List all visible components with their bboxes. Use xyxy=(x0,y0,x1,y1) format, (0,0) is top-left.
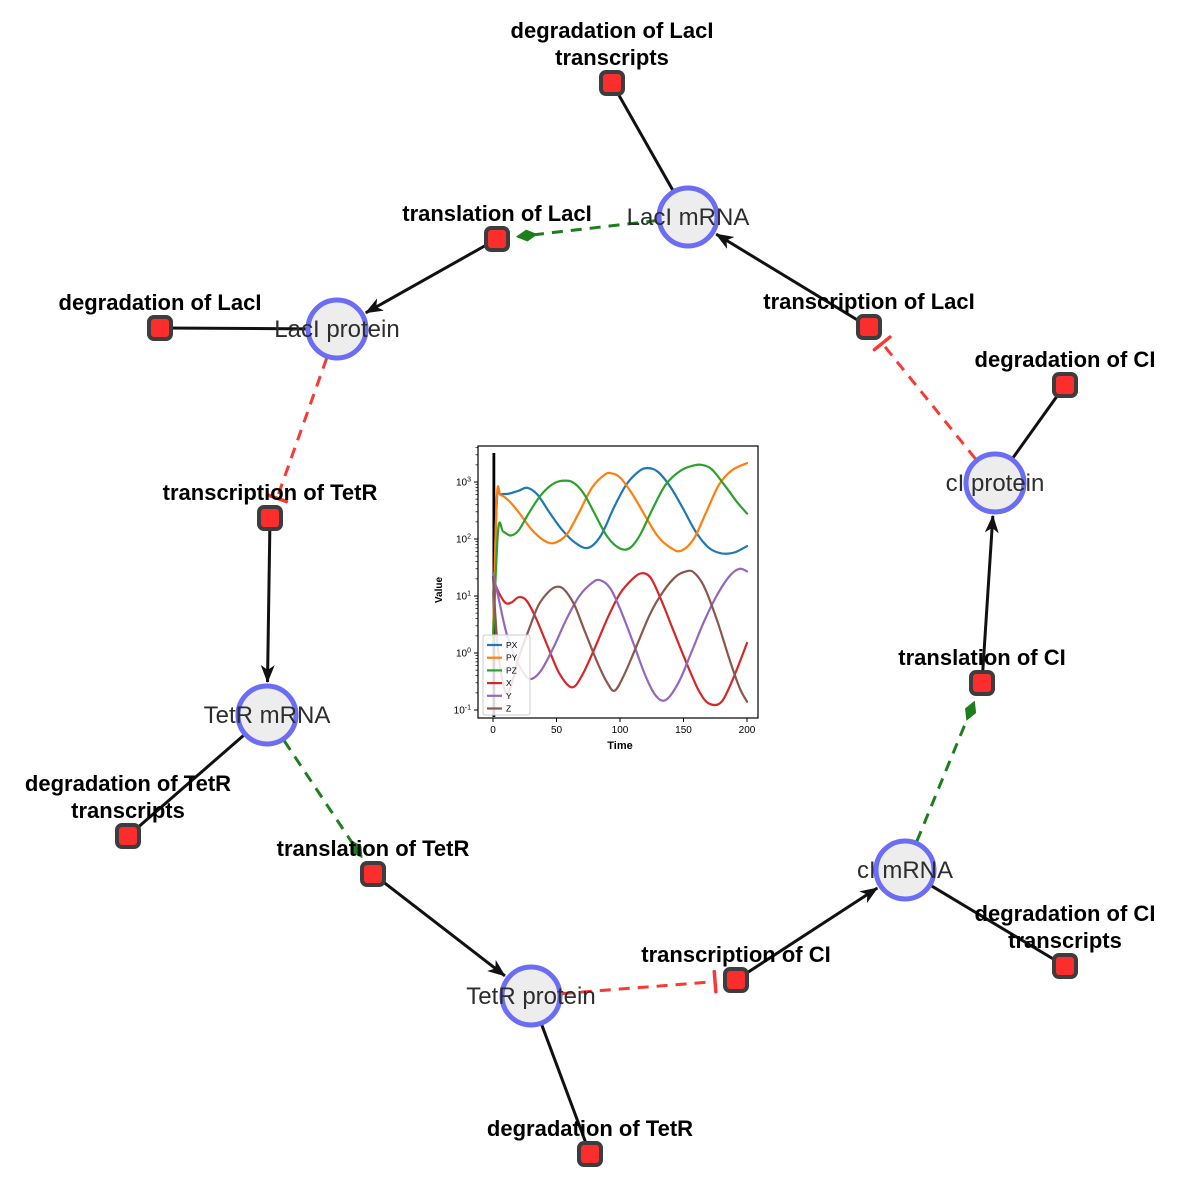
legend-entry-X: X xyxy=(506,678,512,688)
series-line-X xyxy=(491,572,749,707)
legend-entry-PY: PY xyxy=(506,653,518,663)
reaction-node-transcription-laci[interactable] xyxy=(856,314,882,340)
species-node-ci-mrna[interactable] xyxy=(873,838,937,902)
reaction-node-deg-laci[interactable] xyxy=(147,315,173,341)
reaction-label-translation-laci: translation of LacI xyxy=(402,201,591,226)
y-tick-label: 101 xyxy=(456,591,471,603)
edge-product-translation-tetr-to-tetr-protein xyxy=(372,872,506,978)
reaction-node-transcription-ci[interactable] xyxy=(723,967,749,993)
y-tick-label: 102 xyxy=(456,534,471,546)
reaction-label-translation-tetr: translation of TetR xyxy=(277,836,470,861)
reaction-label-deg-tetr: degradation of TetR xyxy=(487,1116,693,1141)
inset-chart-panel: 0 50 100 150 200 10-1 100 101 102 103 Time Value PX P… xyxy=(420,430,810,780)
edge-product-transcription-ci-to-ci-mrna xyxy=(735,886,879,982)
edge-product-translation-laci-to-laci-protein xyxy=(364,237,498,315)
series-line-PY xyxy=(491,462,749,645)
series-line-PZ xyxy=(491,463,749,645)
reaction-label-transcription-ci: transcription of CI xyxy=(641,942,830,967)
species-label-laci-protein: LacI protein xyxy=(274,316,399,343)
reaction-node-transcription-tetr[interactable] xyxy=(257,505,283,531)
species-label-tetr-mrna: TetR mRNA xyxy=(204,702,331,729)
edge-substrate-laci-protein-to-deg-laci xyxy=(159,326,307,331)
edge-substrate-tetr-mrna-to-deg-tetr-transcripts xyxy=(127,734,245,838)
reaction-node-deg-ci[interactable] xyxy=(1052,372,1078,398)
reaction-label-deg-tetr-transcripts: degradation of TetR transcripts xyxy=(25,771,231,823)
x-tick-label: 0 xyxy=(490,725,496,736)
edge-substrate-laci-mrna-to-deg-laci-transcripts xyxy=(610,82,675,191)
edge-product-translation-ci-to-ci-protein xyxy=(980,514,999,684)
species-label-ci-mrna: cI mRNA xyxy=(857,857,953,884)
species-node-ci-protein[interactable] xyxy=(963,451,1027,515)
y-axis-title: Value xyxy=(434,577,445,604)
edge-substrate-tetr-protein-to-deg-tetr xyxy=(540,1024,592,1155)
reaction-label-transcription-laci: transcription of LacI xyxy=(763,289,974,314)
reaction-label-deg-ci: degradation of CI xyxy=(975,347,1156,372)
species-node-laci-mrna[interactable] xyxy=(656,185,720,249)
edge-modifier-laci-mrna-to-translation-laci xyxy=(515,219,658,242)
edge-product-transcription-tetr-to-tetr-mrna xyxy=(260,517,275,684)
y-tick-label: 100 xyxy=(456,648,471,660)
reaction-node-deg-tetr[interactable] xyxy=(577,1141,603,1167)
edge-modifier-tetr-mrna-to-translation-tetr xyxy=(282,739,363,859)
species-label-tetr-protein: TetR protein xyxy=(466,983,595,1010)
reaction-label-deg-ci-transcripts: degradation of CI transcripts xyxy=(975,901,1156,953)
species-label-laci-mrna: LacI mRNA xyxy=(627,204,750,231)
legend-entry-Y: Y xyxy=(506,691,512,701)
reaction-label-deg-laci-transcripts: degradation of LacI transcripts xyxy=(511,18,714,70)
x-axis-title: Time xyxy=(607,740,632,752)
reaction-node-translation-tetr[interactable] xyxy=(360,861,386,887)
y-tick-label: 10-1 xyxy=(454,705,471,717)
edge-product-transcription-laci-to-laci-mrna xyxy=(715,232,870,329)
reaction-node-deg-ci-transcripts[interactable] xyxy=(1052,953,1078,979)
edge-inhibitor-laci-protein-to-transcription-tetr xyxy=(265,357,329,504)
time-series-chart: 0 50 100 150 20010-1100101102103TimeValuePXP… xyxy=(434,445,759,752)
edge-substrate-ci-mrna-to-deg-ci-transcripts xyxy=(930,884,1066,968)
reaction-node-translation-laci[interactable] xyxy=(484,226,510,252)
species-label-ci-protein: cI protein xyxy=(946,470,1045,497)
legend-entry-Z: Z xyxy=(506,704,511,714)
x-tick-label: 150 xyxy=(675,725,692,736)
y-tick-label: 103 xyxy=(456,477,471,489)
legend-entry-PZ: PZ xyxy=(506,665,517,675)
reaction-node-deg-tetr-transcripts[interactable] xyxy=(115,823,141,849)
species-node-laci-protein[interactable] xyxy=(305,297,369,361)
edge-inhibitor-tetr-protein-to-transcription-ci xyxy=(561,969,718,996)
chart-legend: PX PY PZ XYZ xyxy=(482,634,531,716)
x-tick-label: 200 xyxy=(739,725,756,736)
species-node-tetr-protein[interactable] xyxy=(499,964,563,1028)
edge-modifier-ci-mrna-to-translation-ci xyxy=(915,700,977,842)
edge-inhibitor-ci-protein-to-transcription-laci xyxy=(872,335,977,460)
x-tick-label: 50 xyxy=(551,725,563,736)
species-node-tetr-mrna[interactable] xyxy=(235,683,299,747)
reaction-node-translation-ci[interactable] xyxy=(969,670,995,696)
reaction-label-translation-ci: translation of CI xyxy=(898,645,1065,670)
x-tick-label: 100 xyxy=(612,725,629,736)
reaction-label-deg-laci: degradation of LacI xyxy=(59,290,262,315)
reaction-label-transcription-tetr: transcription of TetR xyxy=(163,480,378,505)
reaction-node-deg-laci-transcripts[interactable] xyxy=(599,70,625,96)
legend-entry-PX: PX xyxy=(506,640,518,650)
